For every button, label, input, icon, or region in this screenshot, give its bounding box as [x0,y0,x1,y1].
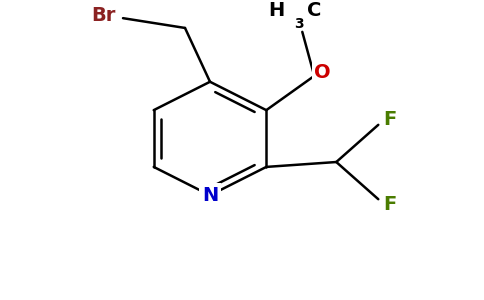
Text: N: N [202,186,218,205]
Text: H: H [268,1,284,20]
Text: F: F [384,110,397,129]
Text: 3: 3 [294,17,304,31]
Text: Br: Br [91,6,115,25]
Text: C: C [307,1,322,20]
Text: O: O [314,64,331,83]
Text: F: F [384,195,397,214]
